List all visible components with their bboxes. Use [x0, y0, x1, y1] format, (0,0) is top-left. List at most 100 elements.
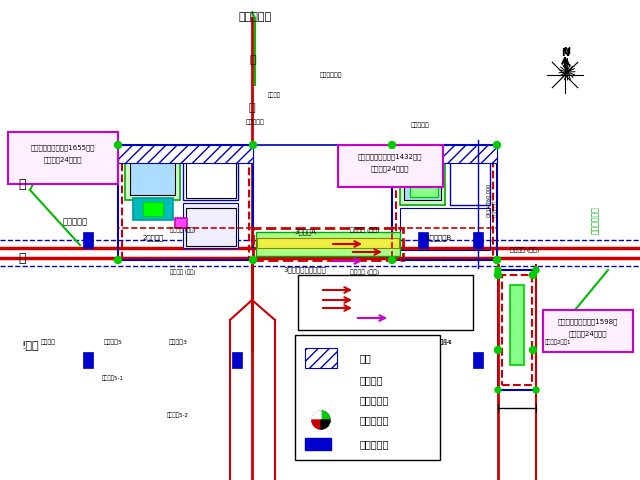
Wedge shape [312, 420, 321, 429]
Bar [122, 150, 249, 258]
Bar [8, 132, 118, 184]
Text: 三期围挡，围挡面积1655㎡，: 三期围挡，围挡面积1655㎡， [31, 144, 95, 151]
Text: 非机动车道: 非机动车道 [360, 395, 389, 405]
Bar [473, 232, 483, 248]
Wedge shape [312, 411, 321, 420]
Circle shape [250, 256, 257, 264]
Bar [118, 228, 253, 260]
Bar [257, 238, 399, 248]
Circle shape [493, 256, 500, 264]
Text: 合同截风亭: 合同截风亭 [246, 119, 264, 125]
Text: N: N [561, 48, 569, 58]
Text: 纵: 纵 [249, 103, 255, 113]
Text: 光山道路一号: 光山道路一号 [320, 72, 342, 78]
Bar [418, 232, 428, 248]
Text: 2号出入口: 2号出入口 [142, 235, 164, 241]
Text: 机动车道: 机动车道 [360, 375, 383, 385]
Circle shape [533, 267, 539, 273]
Bar [400, 155, 445, 205]
Text: 围挡时间24个月。: 围挡时间24个月。 [44, 156, 83, 163]
Text: 潮汐车辆4: 潮汐车辆4 [298, 339, 317, 345]
Bar [396, 150, 493, 258]
Circle shape [533, 387, 539, 393]
Text: 潮汐车辆4-1: 潮汐车辆4-1 [354, 375, 376, 381]
Text: 街: 街 [19, 252, 26, 264]
Bar [305, 348, 337, 368]
Text: 潮汐车辆5: 潮汐车辆5 [104, 339, 122, 345]
Text: 现状道路线: 现状道路线 [239, 12, 271, 22]
Wedge shape [321, 411, 330, 420]
Bar [338, 145, 443, 187]
Bar [83, 352, 93, 368]
Bar [183, 155, 238, 200]
Text: 潮汐车辆 (顺向): 潮汐车辆 (顺向) [510, 247, 540, 253]
Bar [400, 208, 490, 250]
Bar [502, 275, 532, 385]
Text: 交通导示牌: 交通导示牌 [360, 439, 389, 449]
Circle shape [388, 256, 396, 264]
Text: 规划道路红线: 规划道路红线 [591, 206, 600, 234]
Text: 潮汐车辆3: 潮汐车辆3 [168, 339, 188, 345]
Circle shape [495, 267, 501, 273]
Text: 合理高风亭: 合理高风亭 [411, 122, 429, 128]
Bar [143, 202, 163, 216]
Bar [392, 145, 497, 163]
Circle shape [495, 387, 501, 393]
Text: CK1+760.000
规划道路站点: CK1+760.000 规划道路站点 [487, 183, 498, 217]
Bar [450, 155, 490, 205]
Bar [392, 145, 497, 260]
Bar [392, 228, 497, 260]
Text: 重通区间 (顺向): 重通区间 (顺向) [350, 269, 380, 275]
Text: 潮汐车辆5-1: 潮汐车辆5-1 [102, 375, 124, 381]
Bar [83, 232, 93, 248]
Bar [118, 145, 253, 260]
Circle shape [529, 272, 536, 278]
Bar [295, 335, 440, 460]
Bar [305, 438, 331, 450]
Bar [183, 203, 238, 248]
Circle shape [250, 142, 257, 148]
Text: 现状道路线: 现状道路线 [63, 217, 88, 227]
Bar [186, 208, 236, 246]
Circle shape [493, 142, 500, 148]
Text: 3出入口A: 3出入口A [294, 228, 316, 235]
Text: 围挡: 围挡 [360, 353, 372, 363]
Bar [256, 232, 400, 256]
Circle shape [529, 347, 536, 353]
Text: 潮汐车辆4-1: 潮汐车辆4-1 [431, 339, 453, 345]
Bar [404, 160, 441, 200]
Bar [253, 228, 403, 260]
Text: 爆闪指示灯: 爆闪指示灯 [360, 415, 389, 425]
Text: 纵: 纵 [250, 55, 256, 65]
Text: 潮汐车辆4: 潮汐车辆4 [355, 339, 374, 345]
Bar [232, 352, 242, 368]
Text: 潮汐车辆4: 潮汐车辆4 [433, 339, 451, 345]
Circle shape [312, 411, 330, 429]
Circle shape [495, 347, 502, 353]
Text: 1号出次口B: 1号出次口B [425, 235, 451, 241]
Text: 3号出入口（摆渡口）: 3号出入口（摆渡口） [284, 267, 326, 273]
Bar [410, 162, 438, 197]
Text: 围挡时间24个月。: 围挡时间24个月。 [371, 166, 409, 172]
Bar [498, 270, 536, 390]
Text: !小区: !小区 [21, 340, 39, 350]
Text: N: N [563, 48, 570, 57]
Circle shape [115, 256, 122, 264]
Bar [473, 352, 483, 368]
Text: 重通区间 (顺向): 重通区间 (顺向) [170, 227, 196, 233]
Text: 三期围挡，围挡面积1432㎡，: 三期围挡，围挡面积1432㎡， [358, 154, 422, 160]
Text: 重庆中站: 重庆中站 [268, 92, 281, 98]
Circle shape [115, 142, 122, 148]
Bar [543, 310, 633, 352]
Bar [130, 160, 175, 195]
Text: 潮汐车辆: 潮汐车辆 [40, 339, 56, 345]
Text: 重通区间 (顺向): 重通区间 (顺向) [170, 269, 196, 275]
Text: 围挡时间24个月。: 围挡时间24个月。 [569, 331, 607, 337]
Circle shape [495, 272, 502, 278]
Text: 重通区间 (顺向): 重通区间 (顺向) [350, 227, 380, 233]
Text: 城: 城 [19, 179, 26, 192]
Text: 潮汐车辆5-2: 潮汐车辆5-2 [167, 412, 189, 418]
Bar [298, 275, 473, 330]
Bar [118, 145, 253, 163]
Text: 三期围挡，围挡面积1598㎡: 三期围挡，围挡面积1598㎡ [558, 319, 618, 325]
